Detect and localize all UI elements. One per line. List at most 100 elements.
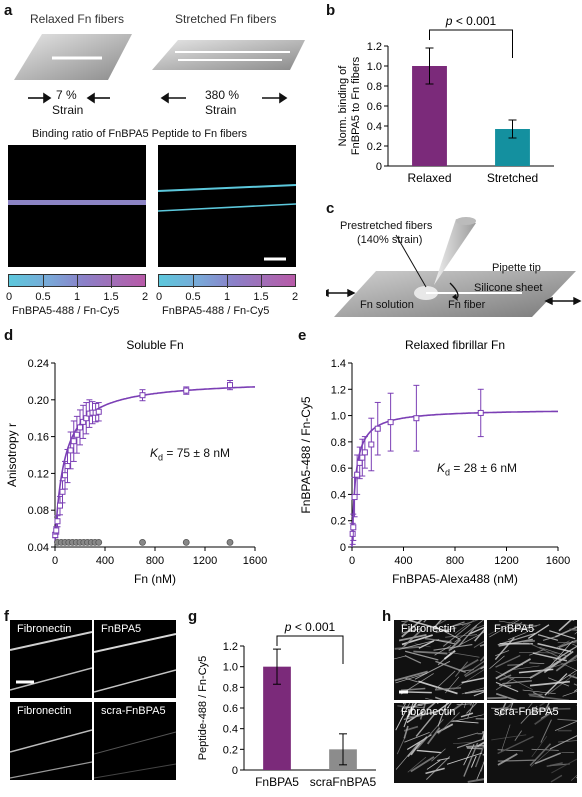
e-xtick-3: 1200 [494,555,518,567]
h1-fiber-14 [413,650,448,655]
e-ylabel: FnBPA5-488 / Fn-Cy5 [299,396,313,513]
e-ytick-5: 1.0 [331,411,346,423]
d-fit-curve [54,386,255,543]
strain-arrows [28,92,288,104]
h2-fiber-6 [498,620,537,627]
d-s0-point-11 [80,418,87,425]
h4-fiber-15 [530,749,551,767]
d-ytick-2: 0.12 [28,468,49,480]
f-tl-label: Fibronectin [17,623,72,635]
colorbar-right-label: FnBPA5-488 / Fn-Cy5 [162,305,270,317]
h2-fiber-32 [497,632,536,646]
colorbar-right-tick-3: 1.5 [253,291,269,303]
h1-fiber-58 [450,631,484,650]
h2-fiber-7 [488,620,517,635]
h3-fiber-28 [400,703,407,712]
colorbar-left-tick-2: 1 [73,291,81,303]
d-s1-point-12 [139,538,146,546]
h4-fiber-37 [558,740,577,743]
h2-fiber-29 [558,620,573,632]
d-s1-point-11 [95,538,103,546]
d-s0-point-6 [64,463,71,470]
h1-fiber-29 [464,689,484,695]
f-scra-fnbpa5-bottom: scra-FnBPA5 [94,702,176,780]
h2-fiber-27 [495,670,533,690]
h4-fiber-30 [554,720,577,731]
chart-e-kd-value: = 28 ± 6 nM [453,461,517,475]
b-category-1: Stretched [487,171,538,185]
g-category-0: FnBPA5 [255,775,299,789]
colorbar-right: 0 0.5 1 1.5 2 [156,274,298,303]
h4-fiber-31 [497,753,518,766]
d-s0-point-19 [227,382,233,389]
b-category-0: Relaxed [407,171,451,185]
e-ytick-0: 0 [340,542,346,554]
h3-fiber-59 [403,725,409,739]
h3-fiber-62 [453,741,475,744]
chart-e-kd: Kd = 28 ± 6 nM [437,461,517,478]
h-fibronectin-bottom: Fibronectin [394,703,484,783]
h4-fiber-38 [495,706,509,710]
pipette-tip-shape [434,219,476,285]
h3-fiber-68 [437,712,460,735]
g-ytick-2: 0.4 [223,724,238,736]
h2-fiber-12 [573,689,577,692]
h1-fiber-28 [435,696,445,700]
h2-fiber-69 [555,654,577,672]
e-xtick-1: 400 [394,555,412,567]
h3-fiber-35 [463,742,479,777]
h3-fiber-67 [467,778,484,783]
e-s0-point-2 [351,494,358,501]
d-xtick-3: 1200 [193,555,217,567]
h4-fiber-11 [550,774,563,783]
e-xtick-2: 800 [446,555,464,567]
h1-fiber-63 [435,660,466,673]
colorbar-left-tick-1: 0.5 [35,291,51,303]
prestretched-label-2: (140% strain) [357,234,423,246]
h3-fiber-56 [437,703,448,727]
stretched-sheet [152,40,305,70]
h4-fiber-33 [501,724,511,752]
h2-fiber-53 [489,620,520,638]
h4-fiber-9 [540,710,554,719]
b-ytick-5: 1.0 [367,61,382,73]
h3-fiber-60 [470,755,477,768]
h2-fiber-28 [557,641,577,644]
h3-fiber-1 [456,703,471,706]
h2-fiber-54 [529,656,567,679]
h1-fiber-69 [395,672,428,684]
e-s0-point-9 [387,419,394,426]
h4-fiber-2 [524,703,533,714]
panel-h-label: h [382,608,392,625]
b-ytick-1: 0.2 [367,141,382,153]
h4-fiber-20 [509,703,514,712]
h1-fiber-65 [435,670,456,690]
h2-fiber-10 [572,644,577,647]
f-fibronectin-top: Fibronectin [10,620,92,698]
e-s0-point-6 [361,449,368,456]
h1-fiber-50 [473,640,484,648]
h1-fiber-49 [461,687,484,695]
h4-fiber-17 [530,705,550,716]
h1-fiber-5 [454,620,484,643]
h2-fiber-46 [542,635,560,641]
h3-fiber-25 [446,752,483,765]
g-ytick-0: 0 [232,765,238,777]
g-ytick-5: 1.0 [223,662,238,674]
f-br-label: scra-FnBPA5 [101,705,166,717]
h1-fiber-44 [418,640,435,649]
h3-fiber-57 [417,703,435,706]
relaxed-fibers-title: Relaxed Fn fibers [30,12,125,26]
h1-fiber-22 [449,621,465,628]
prestretched-label-1: Prestretched fibers [340,220,433,232]
pipette-tip-label: Pipette tip [492,262,541,274]
h4-fiber-13 [497,735,534,755]
stretched-fibers-title: Stretched Fn fibers [175,12,277,26]
h1-fiber-68 [458,624,478,647]
h2-fiber-67 [559,669,577,682]
chart-g-peptide-binding: 0 0.2 0.4 0.6 0.8 1.0 1.2 FnBPA5 scraFnBPA5 p < 0… [197,620,377,789]
d-ytick-4: 0.20 [28,395,49,407]
colorbar-right-tick-0: 0 [155,291,163,303]
h3-fiber-37 [396,737,406,755]
h-bl-label: Fibronectin [401,706,456,718]
